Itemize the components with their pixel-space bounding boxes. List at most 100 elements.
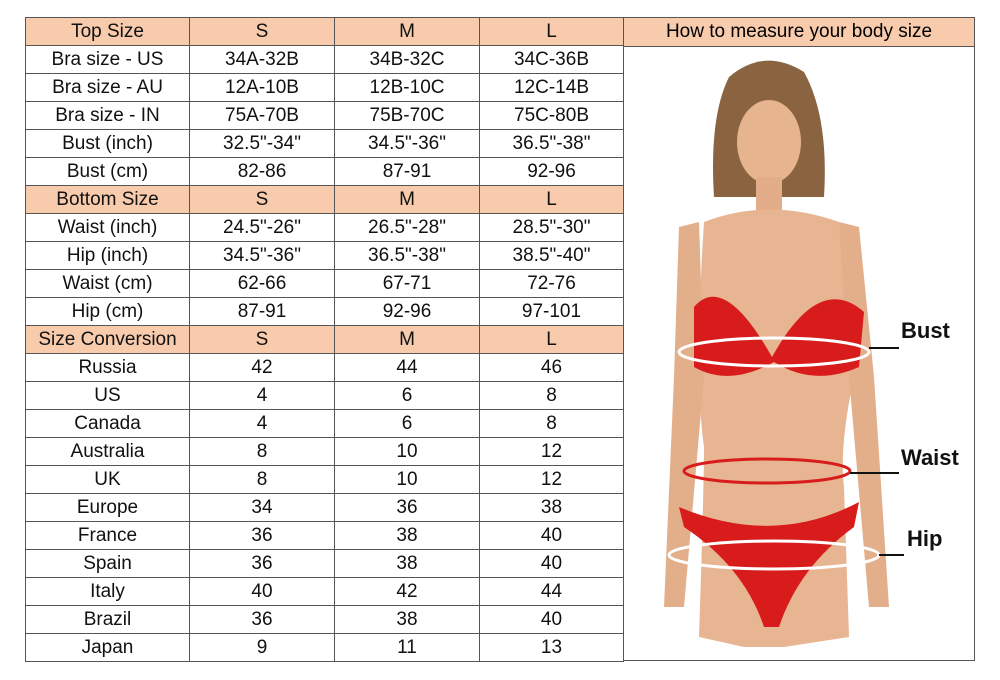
size-cell: 8: [189, 465, 335, 494]
panel-title: How to measure your body size: [624, 18, 974, 47]
size-cell: 92-96: [479, 157, 624, 186]
size-cell: 40: [189, 577, 335, 606]
size-cell: M: [334, 185, 480, 214]
size-cell: 38: [479, 493, 624, 522]
size-cell: 8: [189, 437, 335, 466]
row-label: Australia: [25, 437, 190, 466]
row-label: France: [25, 521, 190, 550]
size-cell: 75B-70C: [334, 101, 480, 130]
model-illustration: [664, 60, 904, 647]
size-cell: 34.5"-36": [334, 129, 480, 158]
table-row: France 36 38 40: [25, 521, 624, 550]
size-cell: 75A-70B: [189, 101, 335, 130]
table-row: Russia 42 44 46: [25, 353, 624, 382]
table-row: US 4 6 8: [25, 381, 624, 410]
table-row: Brazil 36 38 40: [25, 605, 624, 634]
size-cell: 4: [189, 409, 335, 438]
table-row: Japan 9 11 13: [25, 633, 624, 662]
size-cell: 38: [334, 605, 480, 634]
row-label: Waist (inch): [25, 213, 190, 242]
table-row: Bust (cm) 82-86 87-91 92-96: [25, 157, 624, 186]
bikini-top: [694, 296, 864, 376]
table-row: Bra size - IN 75A-70B 75B-70C 75C-80B: [25, 101, 624, 130]
size-cell: 92-96: [334, 297, 480, 326]
size-cell: 24.5"-26": [189, 213, 335, 242]
size-cell: 44: [479, 577, 624, 606]
size-cell: 11: [334, 633, 480, 662]
size-cell: 12: [479, 437, 624, 466]
row-label: Top Size: [25, 17, 190, 46]
table-row: Bra size - US 34A-32B 34B-32C 34C-36B: [25, 45, 624, 74]
size-cell: 8: [479, 409, 624, 438]
row-label: Bust (cm): [25, 157, 190, 186]
table-row: Italy 40 42 44: [25, 577, 624, 606]
table-row: Canada 4 6 8: [25, 409, 624, 438]
size-cell: S: [189, 325, 335, 354]
row-label: Waist (cm): [25, 269, 190, 298]
size-cell: 46: [479, 353, 624, 382]
table-row: Waist (cm) 62-66 67-71 72-76: [25, 269, 624, 298]
size-cell: 42: [189, 353, 335, 382]
row-label: Hip (inch): [25, 241, 190, 270]
size-cell: 4: [189, 381, 335, 410]
bikini-bottom: [679, 502, 859, 627]
hip-label: Hip: [907, 526, 943, 551]
size-cell: 12: [479, 465, 624, 494]
size-cell: M: [334, 17, 480, 46]
table-row: Bust (inch) 32.5"-34" 34.5"-36" 36.5"-38": [25, 129, 624, 158]
size-cell: 87-91: [334, 157, 480, 186]
row-label: Bra size - US: [25, 45, 190, 74]
size-cell: 12A-10B: [189, 73, 335, 102]
size-cell: 34C-36B: [479, 45, 624, 74]
size-cell: 8: [479, 381, 624, 410]
size-cell: L: [479, 17, 624, 46]
row-label: Bra size - IN: [25, 101, 190, 130]
size-cell: 10: [334, 437, 480, 466]
size-cell: S: [189, 17, 335, 46]
waist-label: Waist: [901, 445, 959, 470]
size-cell: 34A-32B: [189, 45, 335, 74]
table-row: Australia 8 10 12: [25, 437, 624, 466]
size-cell: 40: [479, 605, 624, 634]
size-cell: 13: [479, 633, 624, 662]
size-cell: 44: [334, 353, 480, 382]
row-label: Russia: [25, 353, 190, 382]
table-row: Europe 34 36 38: [25, 493, 624, 522]
size-cell: 28.5"-30": [479, 213, 624, 242]
bust-label: Bust: [901, 318, 950, 343]
size-cell: L: [479, 325, 624, 354]
row-label: Canada: [25, 409, 190, 438]
row-label: Size Conversion: [25, 325, 190, 354]
size-cell: 38: [334, 549, 480, 578]
size-cell: 42: [334, 577, 480, 606]
size-cell: L: [479, 185, 624, 214]
row-label: US: [25, 381, 190, 410]
size-cell: 87-91: [189, 297, 335, 326]
row-label: Bottom Size: [25, 185, 190, 214]
size-cell: 12B-10C: [334, 73, 480, 102]
size-cell: 34: [189, 493, 335, 522]
size-cell: S: [189, 185, 335, 214]
table-row: Hip (cm) 87-91 92-96 97-101: [25, 297, 624, 326]
table-row: Spain 36 38 40: [25, 549, 624, 578]
size-cell: 26.5"-28": [334, 213, 480, 242]
table-row: Hip (inch) 34.5"-36" 36.5"-38" 38.5"-40": [25, 241, 624, 270]
row-label: Bust (inch): [25, 129, 190, 158]
size-cell: 6: [334, 409, 480, 438]
row-label: Italy: [25, 577, 190, 606]
size-cell: 36: [334, 493, 480, 522]
size-cell: 12C-14B: [479, 73, 624, 102]
size-cell: 62-66: [189, 269, 335, 298]
size-cell: 97-101: [479, 297, 624, 326]
size-cell: 82-86: [189, 157, 335, 186]
row-label: Bra size - AU: [25, 73, 190, 102]
size-cell: 9: [189, 633, 335, 662]
size-cell: M: [334, 325, 480, 354]
row-label: Europe: [25, 493, 190, 522]
size-cell: 40: [479, 521, 624, 550]
size-cell: 40: [479, 549, 624, 578]
size-cell: 32.5"-34": [189, 129, 335, 158]
table-row: Waist (inch) 24.5"-26" 26.5"-28" 28.5"-30": [25, 213, 624, 242]
size-cell: 36: [189, 549, 335, 578]
section-header-row: Size Conversion S M L: [25, 325, 624, 354]
